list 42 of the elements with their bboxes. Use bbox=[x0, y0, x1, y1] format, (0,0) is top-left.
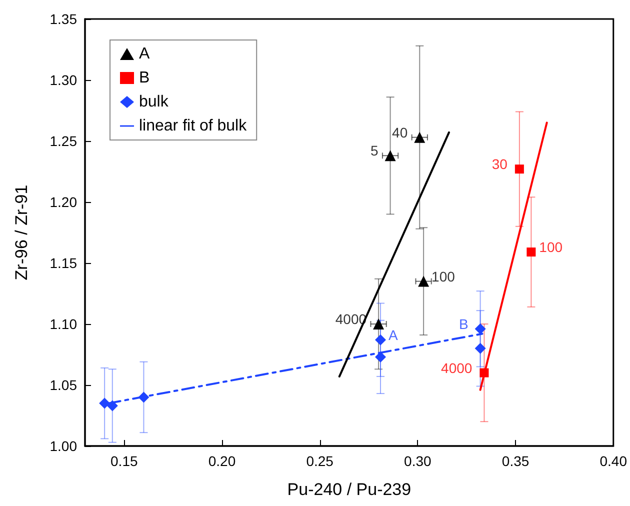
annotation: 40 bbox=[392, 124, 408, 140]
y-tick-label: 1.05 bbox=[50, 377, 78, 393]
y-tick-label: 1.00 bbox=[50, 438, 78, 454]
y-axis-title: Zr-96 / Zr-91 bbox=[12, 184, 31, 280]
y-tick-label: 1.25 bbox=[50, 133, 78, 149]
point bbox=[384, 150, 396, 162]
point bbox=[514, 164, 524, 174]
annotation: A bbox=[388, 326, 398, 343]
y-tick-label: 1.20 bbox=[50, 194, 78, 210]
annotation: 5 bbox=[370, 142, 378, 159]
x-tick-label: 0.25 bbox=[306, 453, 334, 469]
legend-label: A bbox=[139, 46, 150, 62]
point bbox=[474, 342, 486, 354]
point bbox=[414, 132, 426, 143]
point bbox=[106, 400, 118, 412]
legend-label: bulk bbox=[139, 94, 170, 110]
point bbox=[373, 318, 384, 330]
legend-label: linear fit of bulk bbox=[139, 118, 248, 134]
legend-label: B bbox=[139, 70, 150, 86]
y-tick-label: 1.15 bbox=[50, 255, 78, 271]
x-tick-label: 0.20 bbox=[208, 453, 236, 469]
x-tick-label: 0.40 bbox=[600, 453, 628, 469]
annotation: B bbox=[458, 316, 468, 332]
annotation: 100 bbox=[432, 268, 456, 284]
x-tick-label: 0.35 bbox=[502, 453, 530, 469]
x-axis-title: Pu-240 / Pu-239 bbox=[287, 480, 412, 499]
point bbox=[418, 276, 430, 287]
x-tick-label: 0.15 bbox=[110, 453, 138, 469]
point bbox=[138, 392, 150, 403]
annotation: 4000 bbox=[441, 360, 472, 376]
annotation: 100 bbox=[539, 239, 563, 256]
y-tick-label: 1.30 bbox=[50, 72, 78, 88]
point bbox=[480, 368, 489, 378]
x-tick-label: 0.30 bbox=[404, 453, 432, 469]
point bbox=[99, 398, 110, 409]
point bbox=[375, 351, 386, 362]
point bbox=[375, 334, 386, 346]
y-tick-label: 1.10 bbox=[50, 316, 78, 332]
point bbox=[474, 323, 486, 334]
annotation: 30 bbox=[492, 156, 508, 172]
point bbox=[526, 248, 536, 257]
y-tick-label: 1.35 bbox=[50, 11, 78, 27]
